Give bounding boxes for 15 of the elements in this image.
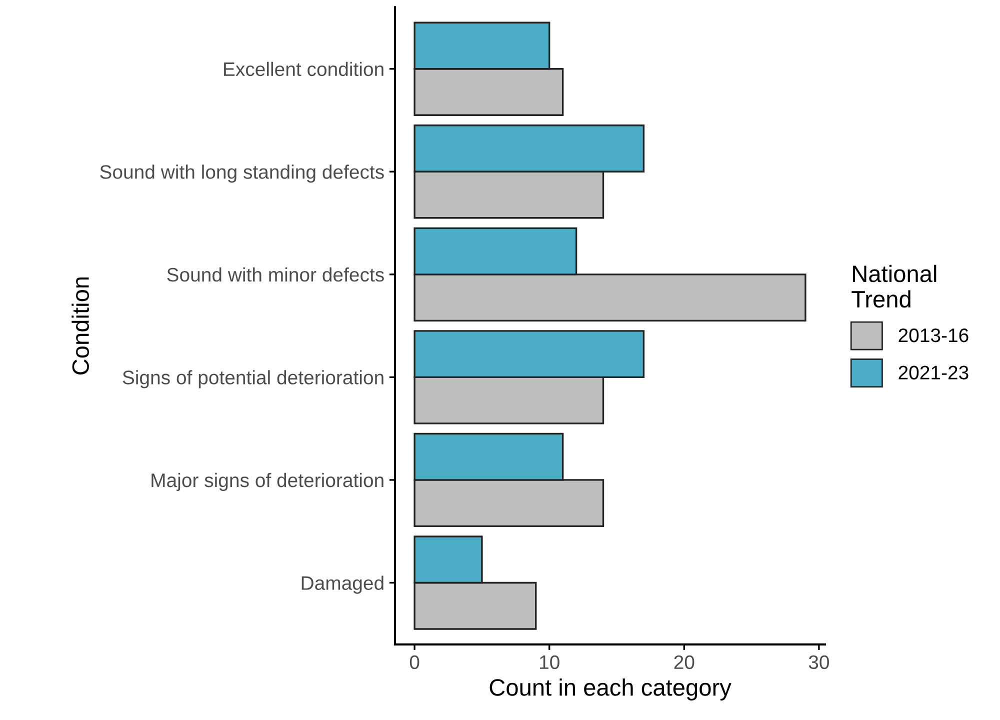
x-tick-label: 10: [540, 655, 560, 670]
y-tick-label: Sound with long standing defects: [100, 164, 384, 183]
x-axis-title: Count in each category: [490, 678, 732, 701]
y-tick-label: Signs of potential deterioration: [122, 370, 384, 388]
y-axis-title: Condition: [72, 277, 89, 374]
legend-label: 2021-23: [898, 366, 968, 380]
x-tick-label: 20: [674, 655, 694, 670]
y-tick-label: Damaged: [302, 576, 384, 594]
legend-title: National Trend: [852, 264, 936, 308]
x-tick-label: 0: [410, 655, 420, 670]
y-tick-label: Major signs of deterioration: [152, 472, 384, 492]
y-tick-label: Excellent condition: [224, 62, 384, 76]
x-tick-label: 30: [808, 655, 829, 670]
legend-label: 2013-16: [898, 328, 968, 342]
y-tick-label: Sound with minor defects: [167, 267, 384, 282]
